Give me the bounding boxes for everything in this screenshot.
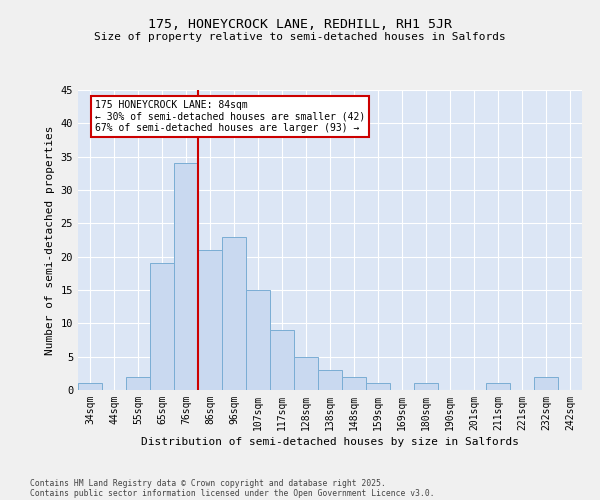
Y-axis label: Number of semi-detached properties: Number of semi-detached properties [45,125,55,355]
Bar [174,164,198,390]
Bar [126,376,150,390]
Text: 175, HONEYCROCK LANE, REDHILL, RH1 5JR: 175, HONEYCROCK LANE, REDHILL, RH1 5JR [148,18,452,30]
Bar [486,384,510,390]
Bar [78,384,102,390]
Bar [294,356,318,390]
Bar [198,250,222,390]
X-axis label: Distribution of semi-detached houses by size in Salfords: Distribution of semi-detached houses by … [141,437,519,447]
Bar [150,264,174,390]
Bar [534,376,558,390]
Bar [414,384,438,390]
Text: Contains public sector information licensed under the Open Government Licence v3: Contains public sector information licen… [30,488,434,498]
Text: Contains HM Land Registry data © Crown copyright and database right 2025.: Contains HM Land Registry data © Crown c… [30,478,386,488]
Text: 175 HONEYCROCK LANE: 84sqm
← 30% of semi-detached houses are smaller (42)
67% of: 175 HONEYCROCK LANE: 84sqm ← 30% of semi… [95,100,365,133]
Bar [366,384,390,390]
Text: Size of property relative to semi-detached houses in Salfords: Size of property relative to semi-detach… [94,32,506,42]
Bar [246,290,270,390]
Bar [318,370,342,390]
Bar [270,330,294,390]
Bar [342,376,366,390]
Bar [222,236,246,390]
